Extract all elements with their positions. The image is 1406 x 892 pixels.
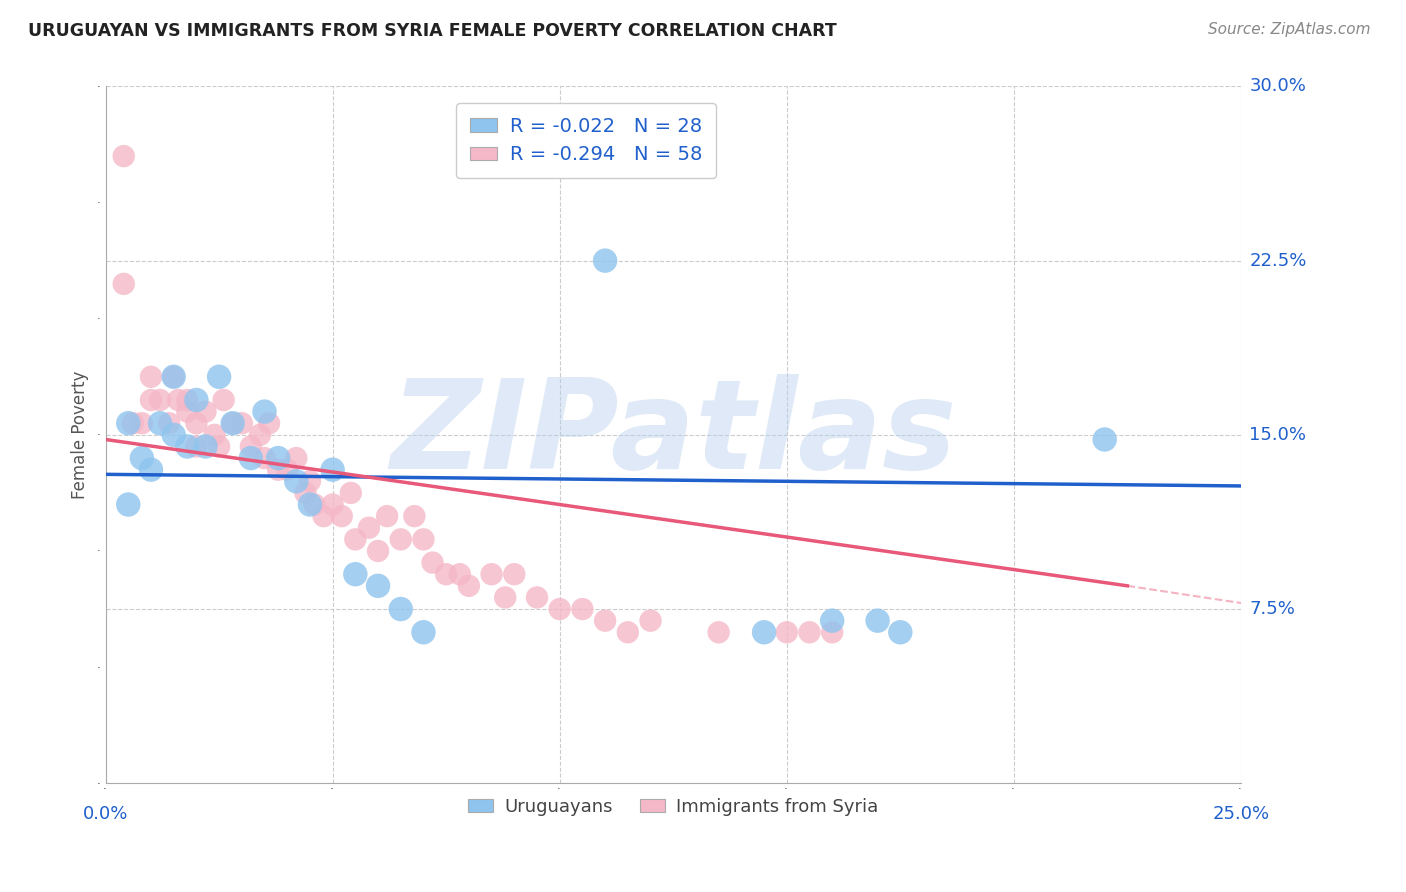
Point	[163, 369, 186, 384]
Point	[222, 416, 245, 430]
Point	[776, 625, 799, 640]
Point	[257, 416, 280, 430]
Point	[112, 149, 135, 163]
Point	[593, 253, 616, 268]
Point	[149, 392, 172, 407]
Point	[139, 392, 162, 407]
Point	[176, 440, 198, 454]
Point	[204, 427, 226, 442]
Point	[322, 498, 344, 512]
Point	[1094, 433, 1116, 447]
Point	[194, 404, 217, 418]
Text: URUGUAYAN VS IMMIGRANTS FROM SYRIA FEMALE POVERTY CORRELATION CHART: URUGUAYAN VS IMMIGRANTS FROM SYRIA FEMAL…	[28, 22, 837, 40]
Point	[503, 567, 526, 582]
Point	[640, 614, 662, 628]
Point	[117, 416, 139, 430]
Point	[131, 416, 153, 430]
Point	[322, 463, 344, 477]
Point	[276, 463, 298, 477]
Point	[298, 498, 321, 512]
Point	[889, 625, 911, 640]
Point	[866, 614, 889, 628]
Point	[367, 544, 389, 558]
Point	[344, 567, 367, 582]
Point	[167, 392, 190, 407]
Point	[571, 602, 593, 616]
Point	[157, 416, 180, 430]
Point	[285, 475, 308, 489]
Point	[267, 463, 290, 477]
Point	[249, 427, 271, 442]
Point	[412, 625, 434, 640]
Point	[752, 625, 775, 640]
Text: ZIPatlas: ZIPatlas	[389, 375, 956, 495]
Point	[404, 509, 426, 524]
Point	[139, 463, 162, 477]
Point	[330, 509, 353, 524]
Point	[799, 625, 821, 640]
Point	[340, 486, 363, 500]
Point	[298, 475, 321, 489]
Text: 22.5%: 22.5%	[1250, 252, 1306, 269]
Point	[239, 440, 262, 454]
Point	[163, 369, 186, 384]
Point	[112, 277, 135, 291]
Point	[344, 533, 367, 547]
Text: 30.0%: 30.0%	[1250, 78, 1306, 95]
Point	[117, 498, 139, 512]
Point	[617, 625, 640, 640]
Point	[548, 602, 571, 616]
Point	[821, 614, 844, 628]
Point	[267, 451, 290, 466]
Point	[208, 369, 231, 384]
Point	[389, 533, 412, 547]
Point	[389, 602, 412, 616]
Point	[176, 404, 198, 418]
Point	[186, 416, 208, 430]
Point	[239, 451, 262, 466]
Point	[422, 556, 444, 570]
Point	[481, 567, 503, 582]
Point	[494, 591, 516, 605]
Point	[186, 440, 208, 454]
Point	[139, 369, 162, 384]
Point	[526, 591, 548, 605]
Point	[194, 440, 217, 454]
Point	[434, 567, 457, 582]
Text: Source: ZipAtlas.com: Source: ZipAtlas.com	[1208, 22, 1371, 37]
Text: 0.0%: 0.0%	[83, 805, 128, 823]
Point	[367, 579, 389, 593]
Text: 25.0%: 25.0%	[1212, 805, 1270, 823]
Point	[707, 625, 730, 640]
Point	[593, 614, 616, 628]
Point	[285, 451, 308, 466]
Text: 7.5%: 7.5%	[1250, 600, 1295, 618]
Point	[412, 533, 434, 547]
Point	[312, 509, 335, 524]
Point	[821, 625, 844, 640]
Point	[131, 451, 153, 466]
Point	[208, 440, 231, 454]
Point	[163, 427, 186, 442]
Point	[375, 509, 398, 524]
Point	[357, 521, 380, 535]
Text: 15.0%: 15.0%	[1250, 425, 1306, 444]
Point	[212, 392, 235, 407]
Point	[253, 451, 276, 466]
Point	[304, 498, 326, 512]
Point	[449, 567, 471, 582]
Y-axis label: Female Poverty: Female Poverty	[72, 371, 89, 499]
Point	[253, 404, 276, 418]
Point	[222, 416, 245, 430]
Point	[176, 392, 198, 407]
Point	[294, 486, 316, 500]
Point	[457, 579, 479, 593]
Point	[149, 416, 172, 430]
Legend: Uruguayans, Immigrants from Syria: Uruguayans, Immigrants from Syria	[461, 790, 886, 823]
Point	[186, 392, 208, 407]
Point	[121, 416, 143, 430]
Point	[231, 416, 253, 430]
